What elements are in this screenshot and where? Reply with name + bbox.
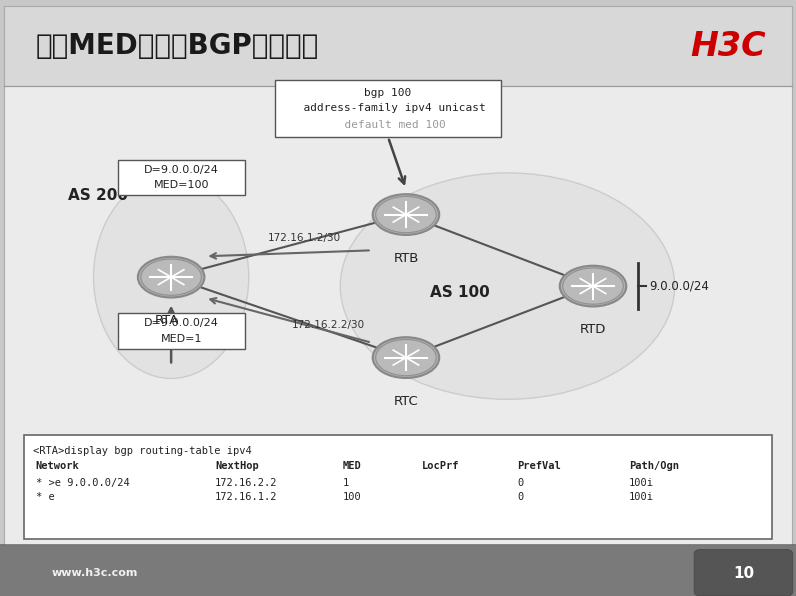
- Text: <RTA>display bgp routing-table ipv4: <RTA>display bgp routing-table ipv4: [33, 446, 252, 456]
- Ellipse shape: [376, 340, 436, 375]
- Text: bgp 100: bgp 100: [365, 88, 412, 98]
- Ellipse shape: [141, 259, 201, 295]
- Ellipse shape: [560, 266, 626, 306]
- Text: 配置MED值控制BGP路由示例: 配置MED值控制BGP路由示例: [36, 33, 319, 60]
- Ellipse shape: [563, 268, 623, 304]
- Text: 9.0.0.0/24: 9.0.0.0/24: [650, 280, 709, 293]
- Text: 0: 0: [517, 492, 524, 502]
- Text: MED=1: MED=1: [161, 334, 202, 344]
- Text: 172.16.2.2: 172.16.2.2: [215, 478, 278, 488]
- Text: RTB: RTB: [393, 252, 419, 265]
- Text: AS 100: AS 100: [430, 284, 490, 300]
- Text: NextHop: NextHop: [215, 461, 259, 471]
- Ellipse shape: [138, 257, 205, 297]
- Text: 100: 100: [342, 492, 361, 502]
- FancyBboxPatch shape: [24, 435, 772, 539]
- FancyBboxPatch shape: [4, 6, 792, 551]
- FancyBboxPatch shape: [694, 550, 793, 596]
- Text: * >e 9.0.0.0/24: * >e 9.0.0.0/24: [36, 478, 130, 488]
- FancyBboxPatch shape: [118, 160, 245, 195]
- Text: Path/Ogn: Path/Ogn: [629, 461, 679, 471]
- Ellipse shape: [373, 194, 439, 235]
- Ellipse shape: [376, 197, 436, 232]
- Text: 100i: 100i: [629, 492, 654, 502]
- Text: 10: 10: [733, 566, 754, 581]
- Text: 1: 1: [342, 478, 349, 488]
- Text: AS 200: AS 200: [68, 188, 127, 203]
- FancyBboxPatch shape: [275, 80, 501, 137]
- Text: 172.16.1.2: 172.16.1.2: [215, 492, 278, 502]
- Text: default med 100: default med 100: [330, 120, 446, 129]
- Text: 172.16.2.2/30: 172.16.2.2/30: [292, 321, 365, 330]
- Text: RTC: RTC: [393, 395, 419, 408]
- Text: Network: Network: [36, 461, 80, 471]
- Text: MED: MED: [342, 461, 361, 471]
- Text: www.h3c.com: www.h3c.com: [52, 569, 139, 578]
- Text: 172.16.1.2/30: 172.16.1.2/30: [268, 233, 341, 243]
- Ellipse shape: [340, 173, 675, 399]
- Text: D=9.0.0.0/24: D=9.0.0.0/24: [144, 164, 219, 175]
- FancyBboxPatch shape: [0, 545, 796, 596]
- Text: H3C: H3C: [690, 30, 767, 63]
- FancyBboxPatch shape: [4, 6, 792, 86]
- Text: address-family ipv4 unicast: address-family ipv4 unicast: [291, 103, 486, 113]
- Text: RTA: RTA: [155, 314, 179, 327]
- Text: D=9.0.0.0/24: D=9.0.0.0/24: [144, 318, 219, 328]
- Text: RTD: RTD: [579, 323, 607, 336]
- Text: 100i: 100i: [629, 478, 654, 488]
- Text: 0: 0: [517, 478, 524, 488]
- Ellipse shape: [93, 176, 248, 378]
- Text: LocPrf: LocPrf: [422, 461, 459, 471]
- Ellipse shape: [373, 337, 439, 378]
- Text: * e: * e: [36, 492, 55, 502]
- Text: PrefVal: PrefVal: [517, 461, 561, 471]
- Text: MED=100: MED=100: [154, 181, 209, 191]
- FancyBboxPatch shape: [118, 313, 245, 349]
